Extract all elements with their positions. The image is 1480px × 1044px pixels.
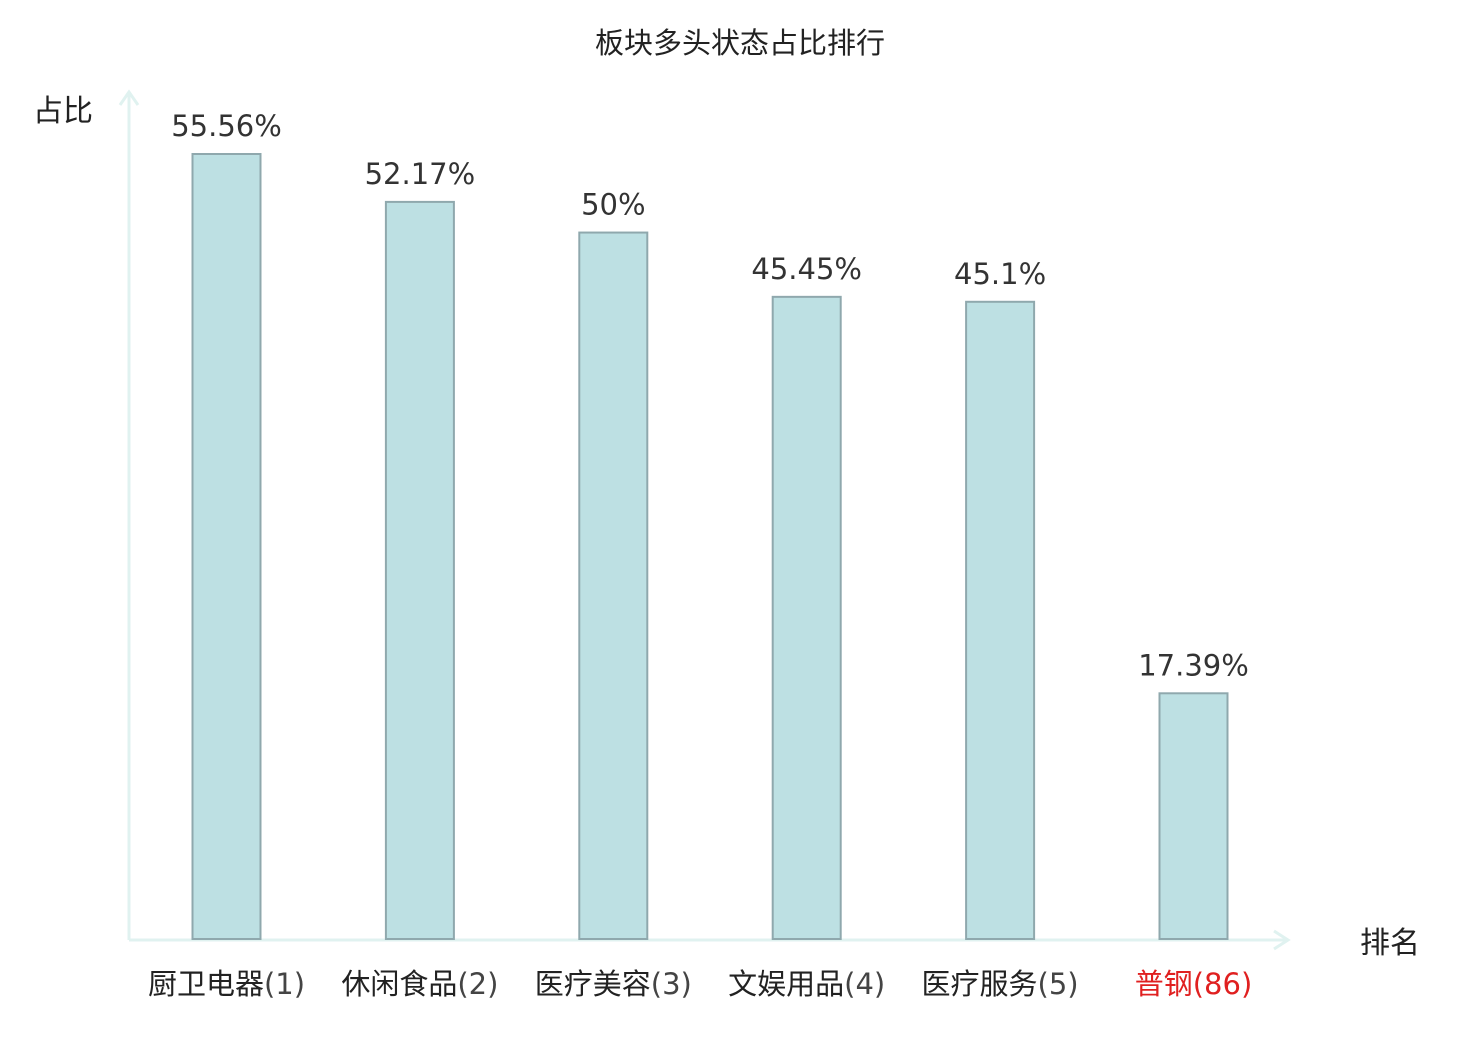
bar [191,153,262,940]
category-tick-label: 文娱用品(4) [728,967,885,1001]
value-labels: 55.56% 52.17% 50% 45.45% 45.1% 17.39% [171,109,1249,682]
category-tick-label: 厨卫电器(1) [148,967,305,1001]
y-axis-arrow [118,89,140,106]
bars [191,153,1229,941]
bar-value-label: 55.56% [171,109,282,143]
chart-title: 板块多头状态占比排行 [595,26,885,60]
bar-value-label: 50% [581,188,645,222]
category-tick-label: 休闲食品(2) [341,967,498,1001]
bar [384,200,455,941]
bar [1158,692,1229,940]
x-axis-label: 排名 [1360,926,1420,961]
bar-value-label: 52.17% [365,157,476,191]
category-tick-label: 医疗服务(5) [922,967,1079,1001]
category-tick-label: 普钢(86) [1135,967,1253,1001]
bar-value-label: 17.39% [1138,648,1249,682]
axes [118,89,1291,951]
bar-value-label: 45.1% [954,257,1046,291]
bar [771,295,842,940]
bar [965,300,1036,940]
category-tick-label: 医疗美容(3) [535,967,692,1001]
x-axis-arrow [1273,929,1291,951]
y-axis-label: 占比 [33,94,93,129]
category-labels: 厨卫电器(1) 休闲食品(2) 医疗美容(3) 文娱用品(4) 医疗服务(5) 普钢(86… [148,967,1252,1001]
bar [578,231,649,940]
bar-value-label: 45.45% [751,252,862,286]
